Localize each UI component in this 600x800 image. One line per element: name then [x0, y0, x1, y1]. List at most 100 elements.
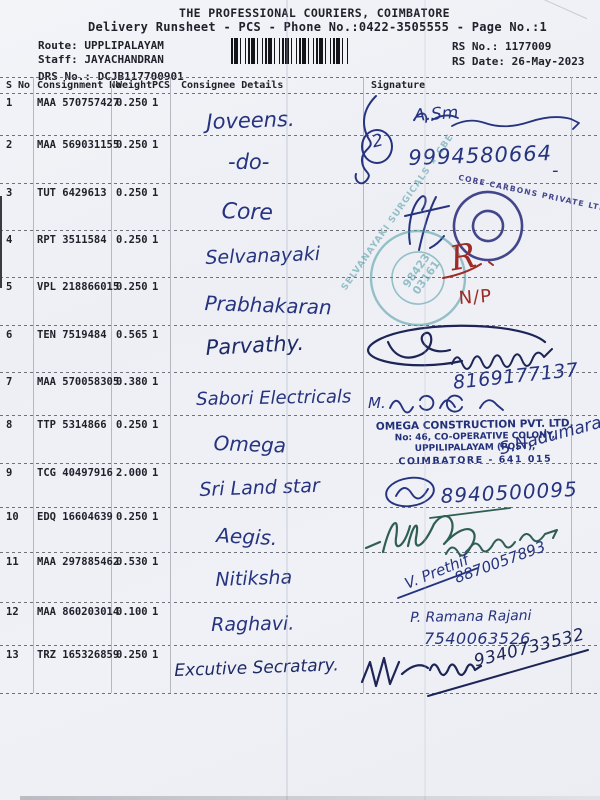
row-separator-line	[0, 93, 600, 94]
cell-consignment-no: MAA 570058305	[37, 376, 120, 388]
cell-consignment-no: MAA 570757427	[37, 97, 120, 109]
cell-consignment-no: TEN 7519484	[37, 329, 107, 341]
cell-sno: 2	[6, 139, 13, 151]
row-separator-line	[0, 277, 600, 278]
cell-weight: 0.250	[116, 97, 148, 109]
cell-pcs: 1	[152, 467, 159, 479]
cell-sno: 4	[6, 234, 13, 246]
cell-consignment-no: MAA 297885462	[37, 556, 120, 568]
row-separator-line	[0, 230, 600, 231]
cell-weight: 0.100	[116, 606, 148, 618]
row-separator-line	[0, 552, 600, 553]
cell-consignee-handwritten: -do-	[228, 150, 270, 174]
cell-sno: 6	[6, 329, 13, 341]
col-header-weight: Weight	[116, 80, 153, 91]
cell-sno: 9	[6, 467, 13, 479]
page-subtitle: Delivery Runsheet - PCS - Phone No.:0422…	[88, 20, 548, 34]
cell-consignment-no: MAA 569031155	[37, 139, 120, 151]
cell-sno: 12	[6, 606, 19, 618]
cell-pcs: 1	[152, 376, 159, 388]
cell-pcs: 1	[152, 187, 159, 199]
cell-pcs: 1	[152, 234, 159, 246]
row-separator-line	[0, 507, 600, 508]
cell-pcs: 1	[152, 329, 159, 341]
cell-weight: 0.250	[116, 649, 148, 661]
cell-pcs: 1	[152, 281, 159, 293]
cell-weight: 0.250	[116, 187, 148, 199]
row-separator-line	[0, 645, 600, 646]
row-separator-line	[0, 415, 600, 416]
cell-sno: 8	[6, 419, 13, 431]
scan-edge-artifact	[0, 196, 2, 288]
cell-consignment-no: TTP 5314866	[37, 419, 107, 431]
cell-pcs: 1	[152, 649, 159, 661]
col-header-consignee: Consignee Details	[181, 80, 284, 91]
paper-fold-line	[286, 0, 288, 800]
col-header-consignment: Consignment No	[37, 80, 122, 91]
cell-pcs: 1	[152, 419, 159, 431]
column-divider-line	[33, 77, 34, 693]
cell-weight: 0.530	[116, 556, 148, 568]
rs-no-line: RS No.: 1177009	[452, 40, 552, 53]
rs-date-line: RS Date: 26-May-2023	[452, 55, 585, 68]
row-separator-line	[0, 325, 600, 326]
column-divider-line	[571, 77, 572, 693]
row-separator-line	[0, 183, 600, 184]
cell-sno: 3	[6, 187, 13, 199]
row-separator-line	[0, 77, 600, 78]
row7-initial: M.	[368, 394, 386, 412]
staff-line: Staff: JAYACHANDRAN	[38, 53, 164, 66]
row12-phone: 7540063526	[424, 629, 531, 648]
cell-weight: 0.250	[116, 281, 148, 293]
cell-pcs: 1	[152, 606, 159, 618]
cell-consignment-no: EDQ 16604639	[37, 511, 113, 523]
row-separator-line	[0, 693, 600, 694]
cell-weight: 2.000	[116, 467, 148, 479]
cell-weight: 0.250	[116, 139, 148, 151]
cell-weight: 0.380	[116, 376, 148, 388]
count-mark-circle	[361, 129, 393, 164]
row-separator-line	[0, 602, 600, 603]
row-separator-line	[0, 463, 600, 464]
cell-weight: 0.250	[116, 419, 148, 431]
cell-sno: 1	[6, 97, 13, 109]
column-divider-line	[111, 77, 112, 693]
paper-fold-line	[424, 0, 426, 800]
row-separator-line	[0, 372, 600, 373]
col-header-pcs: PCS	[152, 80, 171, 91]
col-header-sno: S No	[6, 80, 31, 91]
page-title: THE PROFESSIONAL COURIERS, COIMBATORE	[179, 6, 450, 20]
cell-sno: 13	[6, 649, 19, 661]
cell-sno: 11	[6, 556, 19, 568]
cell-pcs: 1	[152, 511, 159, 523]
cell-consignment-no: RPT 3511584	[37, 234, 107, 246]
rows1-2-phone-dash: -	[552, 160, 559, 181]
rs-barcode	[231, 38, 350, 64]
row-separator-line	[0, 135, 600, 136]
cell-sno: 7	[6, 376, 13, 388]
cell-consignment-no: VPL 218866015	[37, 281, 120, 293]
cell-weight: 0.250	[116, 234, 148, 246]
cell-pcs: 1	[152, 97, 159, 109]
route-line: Route: UPPLIPALAYAM	[38, 39, 164, 52]
cell-consignment-no: MAA 860203014	[37, 606, 120, 618]
drs-no-line: DRS No.: DCJB117700901	[38, 70, 184, 83]
cell-consignment-no: TUT 6429613	[37, 187, 107, 199]
cell-weight: 0.565	[116, 329, 148, 341]
cell-pcs: 1	[152, 556, 159, 568]
scan-edge-shadow	[20, 796, 600, 800]
column-divider-line	[363, 77, 364, 693]
column-divider-line	[170, 77, 171, 693]
cell-weight: 0.250	[116, 511, 148, 523]
cell-sno: 10	[6, 511, 19, 523]
cell-consignment-no: TRZ 165326859	[37, 649, 120, 661]
col-header-signature: Signature	[371, 80, 426, 91]
